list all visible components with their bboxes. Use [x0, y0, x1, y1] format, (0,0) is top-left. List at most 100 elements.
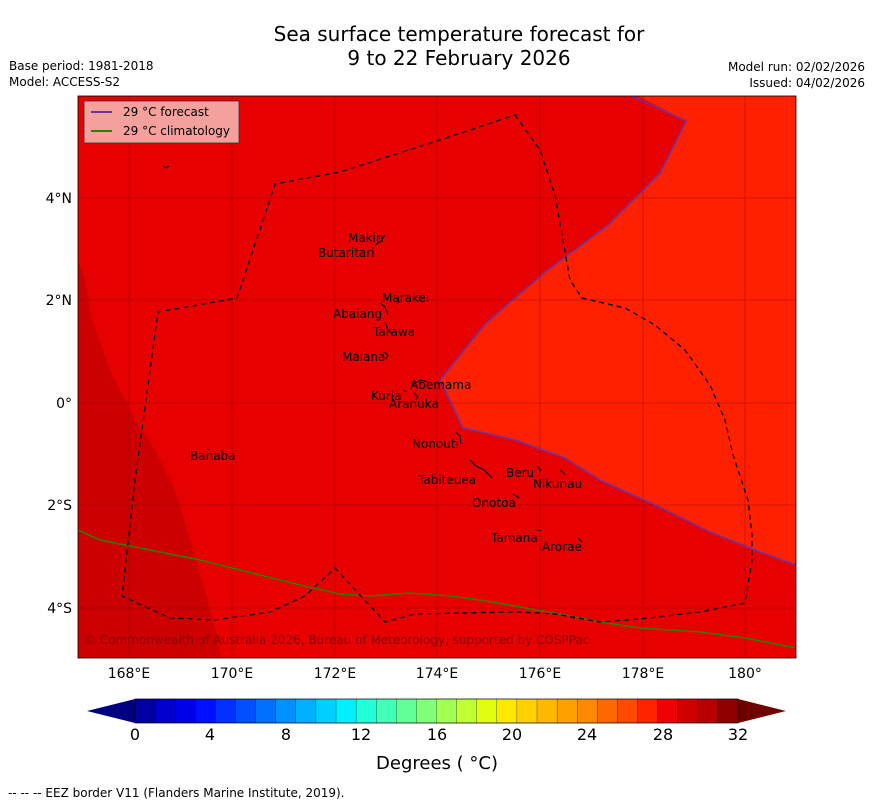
colorbar-cell	[295, 698, 317, 724]
island-labels: Makin Butaritari Marakei Abaiang Tarawa …	[190, 231, 582, 554]
colorbar	[87, 698, 786, 724]
lon-tick: 168°E	[108, 666, 151, 682]
meta-right: Model run: 02/02/2026 Issued: 04/02/2026	[728, 59, 865, 91]
colorbar-tick: 0	[130, 725, 140, 744]
colorbar-cell	[275, 698, 297, 724]
colorbar-cell	[516, 698, 538, 724]
lat-tick: 2°N	[46, 293, 72, 309]
label-makin: Makin	[348, 231, 384, 245]
colorbar-cell	[536, 698, 558, 724]
map-area: Makin Butaritari Marakei Abaiang Tarawa …	[78, 96, 796, 658]
colorbar-cell	[637, 698, 659, 724]
label-tabiteuea: Tabiteuea	[417, 473, 476, 487]
colorbar-tick: 28	[653, 725, 673, 744]
colorbar-cell	[577, 698, 598, 724]
colorbar-cell	[215, 698, 237, 724]
colorbar-tick: 8	[281, 725, 291, 744]
colorbar-cell	[617, 698, 639, 724]
label-banaba: Banaba	[190, 449, 236, 463]
colorbar-cell	[717, 698, 739, 724]
colorbar-over-arrow	[738, 699, 786, 723]
title-line-1: Sea surface temperature forecast for	[273, 22, 645, 46]
label-kuria: Kuria	[371, 389, 402, 403]
colorbar-title: Degrees ( °C)	[376, 753, 498, 774]
lon-tick: 170°E	[211, 666, 254, 682]
lat-tick-labels: 4°N 2°N 0° 2°S 4°S	[46, 191, 73, 617]
colorbar-cell	[396, 698, 417, 724]
legend: 29 °C forecast 29 °C climatology	[83, 100, 240, 144]
base-period: Base period: 1981-2018	[9, 59, 154, 73]
lon-tick-labels: 168°E 170°E 172°E 174°E 176°E 178°E 180°	[108, 666, 762, 682]
island-mark	[162, 165, 170, 169]
colorbar-under-arrow	[87, 699, 135, 723]
label-tarawa: Tarawa	[372, 325, 415, 339]
islands	[162, 165, 583, 543]
chart-title: Sea surface temperature forecast for 9 t…	[0, 22, 873, 70]
colorbar-cell	[355, 698, 377, 724]
colorbar-cell	[235, 698, 257, 724]
colorbar-cell	[175, 698, 196, 724]
label-beru: Beru	[506, 466, 534, 480]
island-mark	[402, 389, 407, 393]
colorbar-tick-labels: 0 4 8 12 16 20 24 28 32	[130, 725, 748, 744]
island-mark	[374, 234, 386, 246]
island-mark	[413, 392, 419, 401]
colorbar-cell	[134, 698, 156, 724]
colorbar-cell	[376, 698, 397, 724]
lat-tick: 4°N	[46, 191, 72, 207]
legend-box	[83, 100, 240, 144]
island-mark	[536, 529, 542, 532]
colorbar-tick: 12	[351, 725, 371, 744]
lon-tick: 180°	[728, 666, 762, 682]
colorbar-cell	[335, 698, 357, 724]
island-mark	[411, 379, 429, 386]
colorbar-frame	[134, 698, 739, 724]
colorbar-cell	[195, 698, 216, 724]
colorbar-tick: 4	[205, 725, 215, 744]
legend-climatology-label: 29 °C climatology	[123, 124, 230, 138]
lon-tick: 176°E	[519, 666, 562, 682]
island-mark	[536, 465, 542, 472]
colorbar-cell	[436, 698, 458, 724]
map-frame	[77, 95, 797, 659]
island-mark	[379, 302, 389, 316]
label-nonouti: Nonouti	[412, 437, 459, 451]
forecast-29c-isotherm	[439, 96, 796, 566]
title-line-2: 9 to 22 February 2026	[347, 46, 571, 70]
island-mark	[394, 296, 400, 305]
issued-date: Issued: 04/02/2026	[749, 76, 865, 90]
colorbar-tick: 20	[502, 725, 522, 744]
label-maiana: Maiana	[342, 350, 385, 364]
colorbar-cell	[416, 698, 438, 724]
colorbar-cell	[597, 698, 618, 724]
island-mark	[454, 431, 462, 445]
colorbar-cell	[657, 698, 679, 724]
lon-tick: 178°E	[622, 666, 665, 682]
colorbar-cell	[556, 698, 578, 724]
model-name: Model: ACCESS-S2	[9, 75, 121, 89]
island-mark	[384, 321, 393, 335]
island-mark	[469, 459, 493, 479]
sst-region-27-28	[78, 262, 222, 658]
label-abaiang: Abaiang	[333, 307, 382, 321]
lon-tick: 172°E	[314, 666, 357, 682]
island-mark	[383, 351, 389, 360]
colorbar-cell	[315, 698, 337, 724]
copyright-notice: © Commonwealth of Australia 2026, Bureau…	[84, 633, 589, 647]
colorbar-cell	[456, 698, 478, 724]
lon-tick: 174°E	[416, 666, 459, 682]
colorbar-cell	[496, 698, 518, 724]
meta-left: Base period: 1981-2018 Model: ACCESS-S2	[9, 58, 154, 90]
colorbar-tick: 24	[577, 725, 597, 744]
label-butaritari: Butaritari	[318, 246, 375, 260]
label-nikunau: Nikunau	[533, 477, 582, 491]
island-mark	[206, 448, 211, 451]
colorbar-tick: 32	[728, 725, 748, 744]
island-mark	[577, 537, 583, 543]
colorbar-cell	[697, 698, 719, 724]
lat-tick: 4°S	[47, 601, 72, 617]
eez-border	[121, 114, 753, 623]
colorbar-cell	[154, 698, 176, 724]
lat-tick: 0°	[56, 396, 72, 412]
